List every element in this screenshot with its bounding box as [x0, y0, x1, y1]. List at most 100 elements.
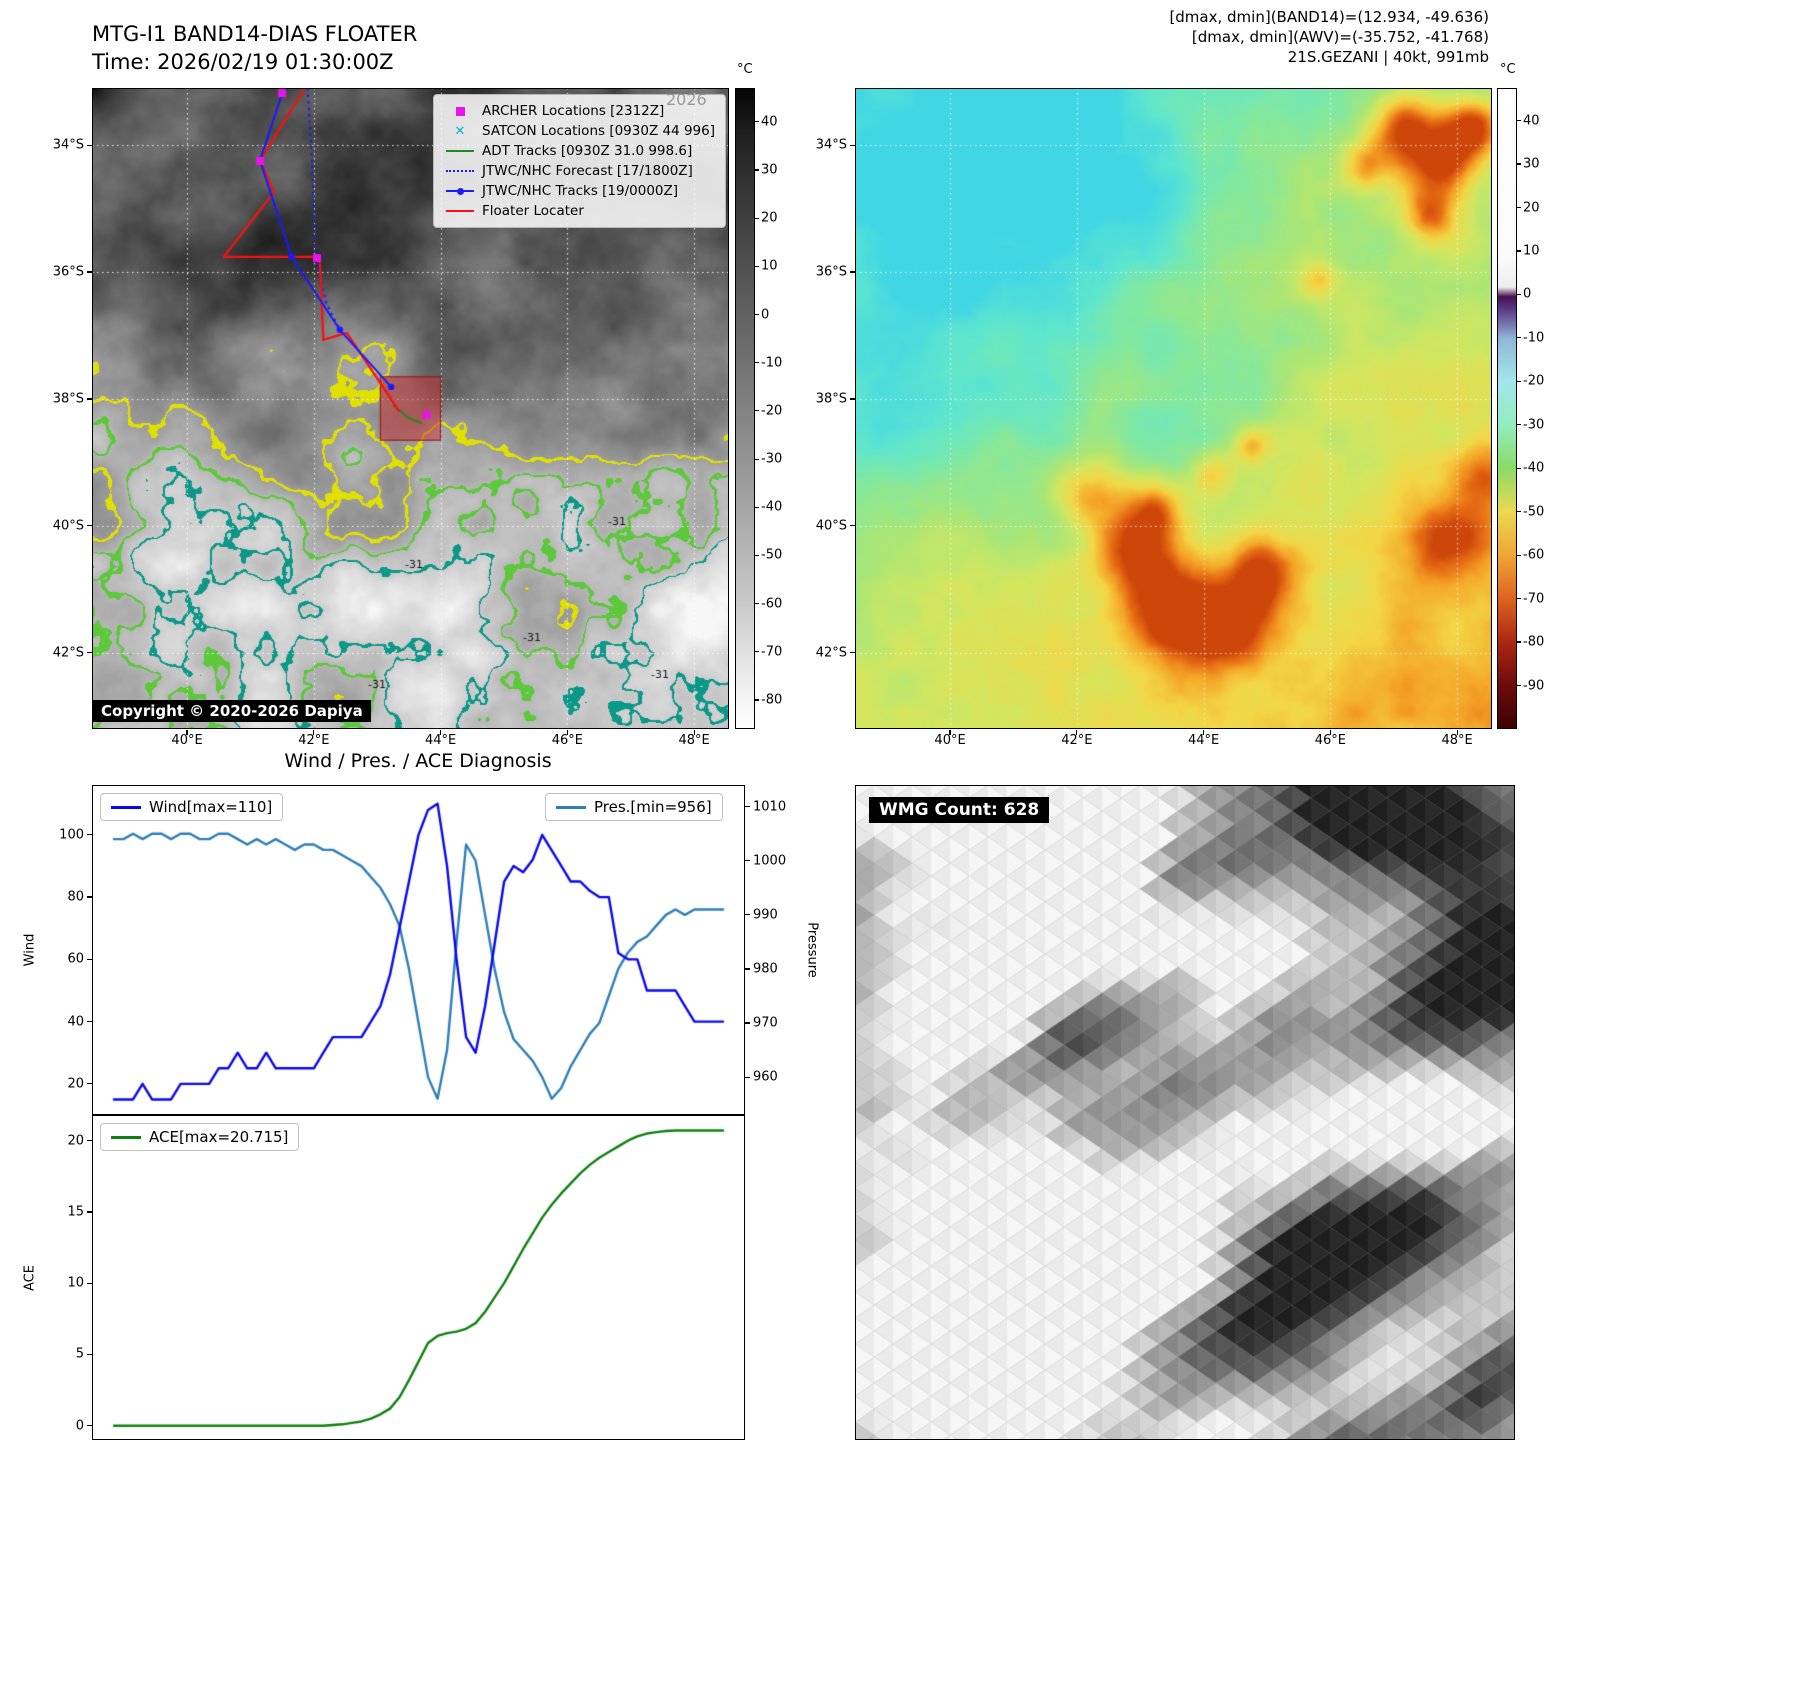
- band14-colorbar: [735, 88, 755, 729]
- axis-tick: [755, 265, 759, 267]
- axis-tick: [745, 1076, 750, 1078]
- pressure-legend-label: Pres.[min=956]: [594, 798, 712, 816]
- tick-label: 40°S: [815, 518, 847, 534]
- axis-tick: [87, 1083, 92, 1085]
- tick-label: 48°E: [1441, 733, 1473, 748]
- axis-tick: [1517, 554, 1521, 556]
- axis-tick: [755, 410, 759, 412]
- axis-tick: [1517, 380, 1521, 382]
- tick-label: 0: [761, 307, 770, 323]
- tick-label: -60: [1523, 547, 1545, 563]
- axis-tick: [1517, 641, 1521, 643]
- tick-label: 48°E: [678, 733, 710, 748]
- axis-tick: [87, 398, 92, 400]
- axis-tick: [949, 730, 951, 735]
- tick-label: 44°E: [424, 733, 457, 748]
- axis-tick: [755, 217, 759, 219]
- axis-tick: [87, 144, 92, 146]
- tick-label: -80: [761, 692, 783, 708]
- diagnosis-title: Wind / Pres. / ACE Diagnosis: [284, 750, 552, 772]
- ace-axis-label: ACE: [22, 1265, 38, 1291]
- tick-label: 20: [67, 1076, 84, 1092]
- tick-label: 46°E: [551, 733, 583, 748]
- axis-tick: [1517, 684, 1521, 687]
- axis-tick: [1517, 293, 1521, 295]
- wind-axis-label: Wind: [22, 933, 38, 967]
- axis-tick: [87, 896, 92, 898]
- adt-line-marker: [444, 149, 476, 153]
- watermark: 2026: [666, 90, 707, 109]
- axis-tick: [87, 1211, 92, 1213]
- tick-label: 40: [1523, 113, 1540, 129]
- tick-label: 44°E: [1187, 733, 1220, 748]
- tick-label: 60: [67, 951, 84, 967]
- band14-colorbar-unit: °C: [737, 62, 753, 77]
- tick-label: 38°S: [52, 391, 84, 407]
- axis-tick: [1517, 163, 1521, 165]
- tick-label: 42°E: [298, 733, 330, 748]
- band14-legend: ARCHER Locations [2312Z] ✕ SATCON Locati…: [433, 94, 726, 228]
- tick-label: 34°S: [815, 137, 847, 153]
- axis-tick: [87, 1282, 92, 1284]
- tick-label: 0: [75, 1418, 84, 1434]
- tick-label: 990: [753, 907, 778, 923]
- axis-tick: [745, 914, 750, 916]
- tick-label: 80: [67, 889, 84, 905]
- awv-range-readout: [dmax, dmin](AWV)=(-35.752, -41.768): [1191, 28, 1489, 46]
- tick-label: 40°S: [52, 518, 84, 534]
- awv-colorbar: [1497, 88, 1517, 729]
- axis-tick: [755, 554, 759, 557]
- wmg-mosaic-image: [855, 785, 1515, 1440]
- tick-label: 980: [753, 961, 778, 977]
- tick-label: -30: [761, 451, 783, 467]
- axis-tick: [755, 603, 759, 605]
- tick-label: 10: [761, 258, 778, 274]
- legend-label: ARCHER Locations [2312Z]: [482, 103, 665, 119]
- legend-item-floater: Floater Locater: [444, 201, 715, 221]
- tick-label: -40: [761, 499, 783, 515]
- axis-tick: [313, 730, 315, 735]
- tick-label: 40°E: [934, 733, 966, 748]
- tick-label: 30: [761, 162, 778, 178]
- wind-pressure-chart: [92, 785, 745, 1115]
- axis-tick: [693, 730, 695, 735]
- awv-colorbar-unit: °C: [1500, 62, 1516, 77]
- tick-label: 36°S: [52, 264, 84, 280]
- axis-tick: [1517, 424, 1521, 426]
- ace-legend: ACE[max=20.715]: [100, 1123, 300, 1151]
- axis-tick: [87, 1425, 92, 1427]
- tick-label: -10: [1523, 330, 1545, 346]
- band14-range-readout: [dmax, dmin](BAND14)=(12.934, -49.636): [1169, 8, 1489, 26]
- axis-tick: [850, 525, 855, 527]
- tick-label: 970: [753, 1015, 778, 1031]
- axis-tick: [440, 730, 442, 735]
- axis-tick: [745, 1022, 750, 1024]
- axis-tick: [745, 806, 750, 808]
- tick-label: -50: [761, 547, 783, 563]
- tick-label: 46°E: [1314, 733, 1346, 748]
- tick-label: -70: [1523, 591, 1545, 607]
- tick-label: -70: [761, 644, 783, 660]
- ace-legend-label: ACE[max=20.715]: [149, 1128, 289, 1146]
- satcon-x-marker: ✕: [454, 123, 466, 139]
- legend-item-jtwc: JTWC/NHC Tracks [19/0000Z]: [444, 181, 715, 201]
- tick-label: 38°S: [815, 391, 847, 407]
- wind-legend: Wind[max=110]: [100, 793, 284, 821]
- jtwc-line-marker: [444, 187, 476, 196]
- axis-tick: [755, 651, 759, 653]
- axis-tick: [745, 968, 750, 970]
- axis-tick: [87, 525, 92, 527]
- tick-label: -10: [761, 355, 783, 371]
- axis-tick: [87, 652, 92, 654]
- floater-line-marker: [444, 209, 476, 213]
- axis-tick: [850, 652, 855, 654]
- pressure-legend-line: [556, 805, 586, 809]
- axis-tick: [1203, 730, 1205, 735]
- legend-label: JTWC/NHC Forecast [17/1800Z]: [482, 163, 693, 179]
- axis-tick: [1517, 119, 1521, 122]
- axis-tick: [1456, 730, 1458, 735]
- archer-square-marker: [444, 106, 476, 116]
- axis-tick: [1517, 206, 1521, 209]
- tick-label: 30: [1523, 156, 1540, 172]
- axis-tick: [755, 458, 759, 460]
